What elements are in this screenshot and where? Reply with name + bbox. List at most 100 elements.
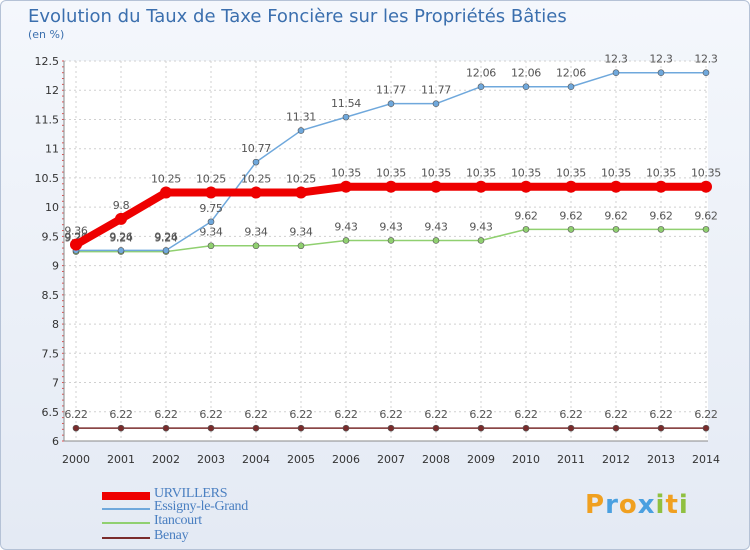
x-tick-label: 2013 — [647, 453, 675, 466]
data-point-essigny-le-grand — [567, 83, 575, 91]
y-tick-label: 11.5 — [35, 113, 60, 126]
y-tick-label: 9.5 — [42, 230, 60, 243]
data-label-benay: 6.22 — [244, 408, 267, 421]
data-point-benay — [162, 424, 170, 432]
chart-title: Evolution du Taux de Taxe Foncière sur l… — [28, 6, 567, 27]
data-point-urvillers — [565, 180, 577, 193]
legend-swatch — [102, 492, 150, 500]
x-tick-label: 2004 — [242, 453, 270, 466]
data-point-essigny-le-grand — [207, 218, 215, 226]
data-label-essigny-le-grand: 10.77 — [241, 142, 271, 155]
x-tick-label: 2010 — [512, 453, 540, 466]
data-point-benay — [702, 424, 710, 432]
data-label-itancourt: 9.62 — [604, 209, 627, 222]
legend-swatch — [102, 508, 150, 510]
legend-label: URVILLERS — [154, 486, 228, 501]
data-label-itancourt: 9.34 — [289, 226, 313, 239]
data-point-benay — [612, 424, 620, 432]
data-label-essigny-le-grand: 12.3 — [694, 53, 718, 66]
data-point-benay — [477, 424, 485, 432]
data-label-itancourt: 9.34 — [244, 226, 268, 239]
logo-letter: x — [637, 490, 656, 520]
data-point-urvillers — [70, 238, 82, 251]
data-point-urvillers — [475, 180, 487, 193]
data-label-urvillers: 10.35 — [331, 167, 361, 180]
data-label-itancourt: 9.43 — [469, 220, 493, 233]
legend-label: Benay — [154, 528, 189, 543]
data-label-benay: 6.22 — [604, 408, 627, 421]
data-label-benay: 6.22 — [379, 408, 402, 421]
data-point-essigny-le-grand — [612, 69, 620, 76]
data-label-essigny-le-grand: 11.54 — [331, 97, 361, 110]
data-point-itancourt — [702, 226, 710, 233]
data-point-essigny-le-grand — [432, 100, 440, 107]
data-point-itancourt — [387, 237, 395, 244]
data-point-itancourt — [252, 242, 260, 250]
y-tick-label: 7 — [52, 377, 59, 390]
data-point-essigny-le-grand — [162, 247, 170, 254]
data-point-benay — [432, 424, 440, 432]
data-label-urvillers: 10.25 — [151, 173, 181, 186]
x-tick-label: 2009 — [467, 453, 495, 466]
data-point-urvillers — [115, 212, 127, 225]
data-label-benay: 6.22 — [469, 408, 492, 421]
data-label-itancourt: 9.62 — [559, 209, 582, 222]
data-point-essigny-le-grand — [297, 127, 305, 134]
data-label-urvillers: 10.35 — [556, 167, 586, 180]
data-label-essigny-le-grand: 12.3 — [604, 53, 628, 66]
x-tick-label: 2012 — [602, 453, 630, 466]
x-tick-label: 2002 — [152, 453, 180, 466]
data-label-urvillers: 10.35 — [646, 167, 676, 180]
data-point-benay — [522, 424, 530, 432]
data-label-itancourt: 9.62 — [694, 209, 717, 222]
data-label-benay: 6.22 — [694, 408, 717, 421]
data-label-urvillers: 10.35 — [601, 167, 631, 180]
y-tick-label: 9 — [52, 260, 59, 273]
data-label-benay: 6.22 — [64, 408, 87, 421]
data-point-urvillers — [430, 180, 442, 193]
data-point-benay — [657, 424, 665, 432]
data-label-essigny-le-grand: 11.77 — [376, 84, 406, 97]
data-point-benay — [117, 424, 125, 432]
x-tick-label: 2006 — [332, 453, 360, 466]
data-label-urvillers: 10.35 — [511, 167, 541, 180]
data-point-benay — [342, 424, 350, 432]
data-label-urvillers: 10.35 — [421, 167, 451, 180]
data-label-urvillers: 10.25 — [196, 173, 226, 186]
legend-label: Essigny-le-Grand — [154, 499, 248, 514]
data-label-essigny-le-grand: 12.06 — [556, 67, 586, 80]
y-tick-label: 7.5 — [42, 347, 60, 360]
y-tick-label: 11 — [45, 143, 59, 156]
logo-letter: t — [665, 490, 679, 520]
data-label-itancourt: 9.24 — [154, 232, 178, 245]
data-point-itancourt — [522, 226, 530, 233]
x-tick-label: 2008 — [422, 453, 450, 466]
data-point-itancourt — [477, 237, 485, 244]
y-tick-label: 12.5 — [35, 55, 60, 68]
data-point-urvillers — [205, 186, 217, 199]
y-tick-label: 6 — [52, 435, 59, 448]
data-point-urvillers — [295, 186, 307, 199]
data-label-benay: 6.22 — [514, 408, 537, 421]
data-label-itancourt: 9.43 — [334, 220, 358, 233]
data-label-urvillers: 10.35 — [691, 167, 721, 180]
data-label-essigny-le-grand: 11.77 — [421, 84, 451, 97]
data-point-essigny-le-grand — [657, 69, 665, 76]
data-label-benay: 6.22 — [649, 408, 672, 421]
data-point-essigny-le-grand — [252, 158, 260, 166]
data-point-itancourt — [342, 237, 350, 244]
y-tick-label: 8 — [52, 318, 59, 331]
data-label-itancourt: 9.62 — [514, 209, 537, 222]
data-label-benay: 6.22 — [559, 408, 582, 421]
proxiti-logo: Proxiti — [585, 490, 689, 520]
data-point-benay — [207, 424, 215, 432]
data-point-benay — [297, 424, 305, 432]
data-point-essigny-le-grand — [522, 83, 530, 91]
data-label-itancourt: 9.62 — [649, 209, 672, 222]
data-label-essigny-le-grand: 12.06 — [466, 67, 496, 80]
data-label-itancourt: 9.43 — [379, 220, 403, 233]
x-tick-label: 2011 — [557, 453, 585, 466]
data-label-itancourt: 9.24 — [109, 232, 133, 245]
x-tick-label: 2003 — [197, 453, 225, 466]
